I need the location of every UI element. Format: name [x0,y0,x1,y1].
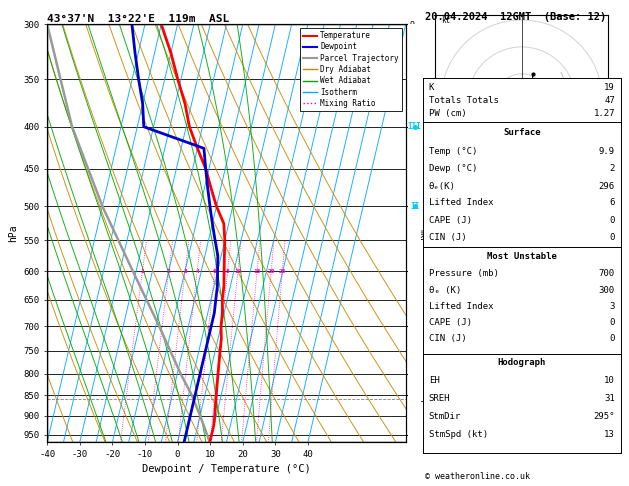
Text: 0: 0 [610,216,615,225]
Text: 20: 20 [267,269,275,274]
Text: StmSpd (kt): StmSpd (kt) [428,430,487,438]
Text: EH: EH [428,376,440,385]
Text: 0: 0 [610,233,615,243]
Text: Temp (°C): Temp (°C) [428,147,477,156]
Text: 4: 4 [195,269,199,274]
Text: Totals Totals: Totals Totals [428,96,499,105]
Text: 700: 700 [599,269,615,278]
Y-axis label: hPa: hPa [8,225,18,242]
Text: Surface: Surface [503,128,540,137]
Legend: Temperature, Dewpoint, Parcel Trajectory, Dry Adiabat, Wet Adiabat, Isotherm, Mi: Temperature, Dewpoint, Parcel Trajectory… [300,28,402,111]
Text: 6: 6 [213,269,216,274]
Text: Lifted Index: Lifted Index [428,302,493,311]
Text: 47: 47 [604,96,615,105]
Text: SREH: SREH [428,394,450,403]
Text: StmDir: StmDir [428,412,461,421]
Y-axis label: km
ASL: km ASL [416,225,436,242]
Text: III: III [408,122,421,131]
Text: K: K [428,84,434,92]
Text: θₑ(K): θₑ(K) [428,182,455,191]
Text: Dewp (°C): Dewp (°C) [428,164,477,174]
Text: CIN (J): CIN (J) [428,233,466,243]
Text: 296: 296 [599,182,615,191]
Text: θₑ (K): θₑ (K) [428,286,461,295]
Text: 300: 300 [599,286,615,295]
Text: 0: 0 [610,318,615,327]
Text: 2: 2 [167,269,170,274]
Text: 8: 8 [226,269,230,274]
Text: 10: 10 [604,376,615,385]
Text: LCL: LCL [410,395,424,404]
Text: kt: kt [441,16,450,25]
Text: CIN (J): CIN (J) [428,334,466,343]
Text: 6: 6 [610,198,615,207]
Text: CAPE (J): CAPE (J) [428,318,472,327]
Text: 25: 25 [279,269,286,274]
Text: 20.04.2024  12GMT  (Base: 12): 20.04.2024 12GMT (Base: 12) [425,12,606,22]
Text: 3: 3 [610,302,615,311]
Text: 0: 0 [610,334,615,343]
Text: 10: 10 [234,269,242,274]
Text: Pressure (mb): Pressure (mb) [428,269,499,278]
Text: 31: 31 [604,394,615,403]
Text: 13: 13 [604,430,615,438]
Text: 295°: 295° [593,412,615,421]
Text: Hodograph: Hodograph [498,358,546,367]
Text: © weatheronline.co.uk: © weatheronline.co.uk [425,472,530,481]
Text: Lifted Index: Lifted Index [428,198,493,207]
Text: 43°37'N  13°22'E  119m  ASL: 43°37'N 13°22'E 119m ASL [47,14,230,23]
Text: 2: 2 [610,164,615,174]
Text: 15: 15 [253,269,261,274]
X-axis label: Dewpoint / Temperature (°C): Dewpoint / Temperature (°C) [142,465,311,474]
Text: 1: 1 [140,269,144,274]
Text: PW (cm): PW (cm) [428,109,466,118]
Text: II: II [410,202,419,211]
Text: 3: 3 [183,269,187,274]
Text: CAPE (J): CAPE (J) [428,216,472,225]
Text: 19: 19 [604,84,615,92]
Text: 1.27: 1.27 [593,109,615,118]
Text: 9.9: 9.9 [599,147,615,156]
Text: Most Unstable: Most Unstable [487,252,557,261]
